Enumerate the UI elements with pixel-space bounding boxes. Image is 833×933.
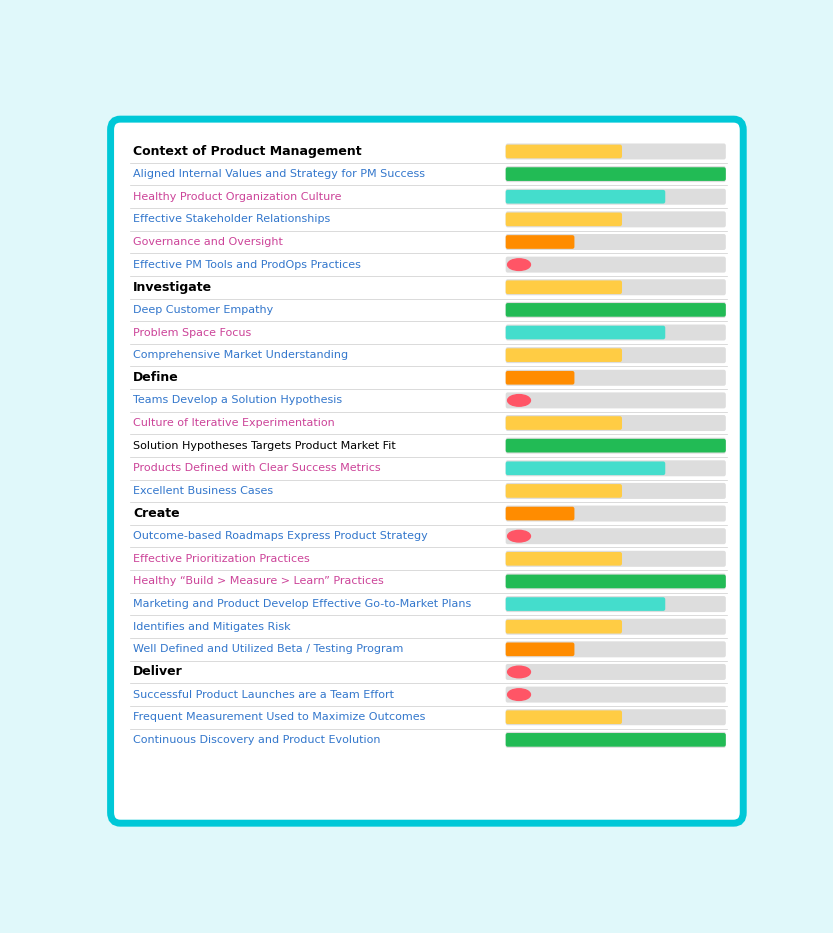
Text: Effective Stakeholder Relationships: Effective Stakeholder Relationships <box>133 215 331 224</box>
FancyBboxPatch shape <box>506 643 575 656</box>
FancyBboxPatch shape <box>506 416 622 430</box>
FancyBboxPatch shape <box>506 597 666 611</box>
FancyBboxPatch shape <box>506 710 622 724</box>
FancyBboxPatch shape <box>506 460 726 476</box>
FancyBboxPatch shape <box>506 664 726 680</box>
Text: Outcome-based Roadmaps Express Product Strategy: Outcome-based Roadmaps Express Product S… <box>133 531 428 541</box>
FancyBboxPatch shape <box>506 733 726 746</box>
FancyBboxPatch shape <box>506 347 726 363</box>
Text: Problem Space Focus: Problem Space Focus <box>133 327 252 338</box>
FancyBboxPatch shape <box>506 235 575 249</box>
Text: Excellent Business Cases: Excellent Business Cases <box>133 486 273 496</box>
FancyBboxPatch shape <box>506 167 726 181</box>
Text: Culture of Iterative Experimentation: Culture of Iterative Experimentation <box>133 418 335 428</box>
FancyBboxPatch shape <box>506 303 726 316</box>
FancyBboxPatch shape <box>506 212 726 228</box>
Text: Products Defined with Clear Success Metrics: Products Defined with Clear Success Metr… <box>133 464 381 473</box>
Ellipse shape <box>507 666 531 677</box>
FancyBboxPatch shape <box>506 326 666 340</box>
Ellipse shape <box>507 530 531 542</box>
Text: Healthy “Build > Measure > Learn” Practices: Healthy “Build > Measure > Learn” Practi… <box>133 577 384 587</box>
Ellipse shape <box>507 395 531 406</box>
FancyBboxPatch shape <box>506 325 726 341</box>
FancyBboxPatch shape <box>506 619 726 634</box>
Text: Create: Create <box>133 507 180 520</box>
FancyBboxPatch shape <box>506 213 622 226</box>
FancyBboxPatch shape <box>506 506 726 522</box>
FancyBboxPatch shape <box>506 348 622 362</box>
Text: Context of Product Management: Context of Product Management <box>133 145 362 158</box>
Text: Governance and Oversight: Governance and Oversight <box>133 237 283 247</box>
Text: Continuous Discovery and Product Evolution: Continuous Discovery and Product Evoluti… <box>133 735 381 745</box>
Text: Teams Develop a Solution Hypothesis: Teams Develop a Solution Hypothesis <box>133 396 342 406</box>
Text: Deliver: Deliver <box>133 665 183 678</box>
Text: Successful Product Launches are a Team Effort: Successful Product Launches are a Team E… <box>133 689 394 700</box>
Text: Frequent Measurement Used to Maximize Outcomes: Frequent Measurement Used to Maximize Ou… <box>133 712 426 722</box>
FancyBboxPatch shape <box>506 144 726 160</box>
FancyBboxPatch shape <box>506 462 666 475</box>
Ellipse shape <box>507 689 531 701</box>
FancyBboxPatch shape <box>506 552 622 565</box>
FancyBboxPatch shape <box>506 188 726 204</box>
Text: Effective PM Tools and ProdOps Practices: Effective PM Tools and ProdOps Practices <box>133 259 361 270</box>
FancyBboxPatch shape <box>506 279 726 295</box>
Text: Solution Hypotheses Targets Product Market Fit: Solution Hypotheses Targets Product Mark… <box>133 440 396 451</box>
FancyBboxPatch shape <box>506 415 726 431</box>
FancyBboxPatch shape <box>506 687 726 703</box>
FancyBboxPatch shape <box>506 483 726 499</box>
Text: Well Defined and Utilized Beta / Testing Program: Well Defined and Utilized Beta / Testing… <box>133 645 403 654</box>
FancyBboxPatch shape <box>506 257 726 272</box>
FancyBboxPatch shape <box>506 393 726 409</box>
FancyBboxPatch shape <box>506 575 726 589</box>
FancyBboxPatch shape <box>506 620 622 634</box>
FancyBboxPatch shape <box>506 438 726 453</box>
FancyBboxPatch shape <box>506 574 726 590</box>
Text: Aligned Internal Values and Strategy for PM Success: Aligned Internal Values and Strategy for… <box>133 169 425 179</box>
FancyBboxPatch shape <box>506 166 726 182</box>
FancyBboxPatch shape <box>506 596 726 612</box>
FancyBboxPatch shape <box>506 145 622 159</box>
FancyBboxPatch shape <box>506 302 726 318</box>
Text: Identifies and Mitigates Risk: Identifies and Mitigates Risk <box>133 621 291 632</box>
Text: Comprehensive Market Understanding: Comprehensive Market Understanding <box>133 350 348 360</box>
FancyBboxPatch shape <box>506 709 726 725</box>
FancyBboxPatch shape <box>506 190 666 203</box>
Text: Marketing and Product Develop Effective Go-to-Market Plans: Marketing and Product Develop Effective … <box>133 599 471 609</box>
FancyBboxPatch shape <box>506 528 726 544</box>
FancyBboxPatch shape <box>111 119 743 823</box>
FancyBboxPatch shape <box>506 484 622 497</box>
FancyBboxPatch shape <box>506 731 726 748</box>
Text: Deep Customer Empathy: Deep Customer Empathy <box>133 305 273 314</box>
FancyBboxPatch shape <box>506 439 726 453</box>
Text: Define: Define <box>133 371 179 384</box>
FancyBboxPatch shape <box>506 281 622 294</box>
Text: Healthy Product Organization Culture: Healthy Product Organization Culture <box>133 192 342 202</box>
FancyBboxPatch shape <box>506 550 726 567</box>
Text: Effective Prioritization Practices: Effective Prioritization Practices <box>133 554 310 564</box>
FancyBboxPatch shape <box>506 371 575 384</box>
FancyBboxPatch shape <box>506 234 726 250</box>
FancyBboxPatch shape <box>506 507 575 521</box>
FancyBboxPatch shape <box>506 369 726 385</box>
Text: Investigate: Investigate <box>133 281 212 294</box>
FancyBboxPatch shape <box>506 641 726 658</box>
Ellipse shape <box>507 258 531 271</box>
